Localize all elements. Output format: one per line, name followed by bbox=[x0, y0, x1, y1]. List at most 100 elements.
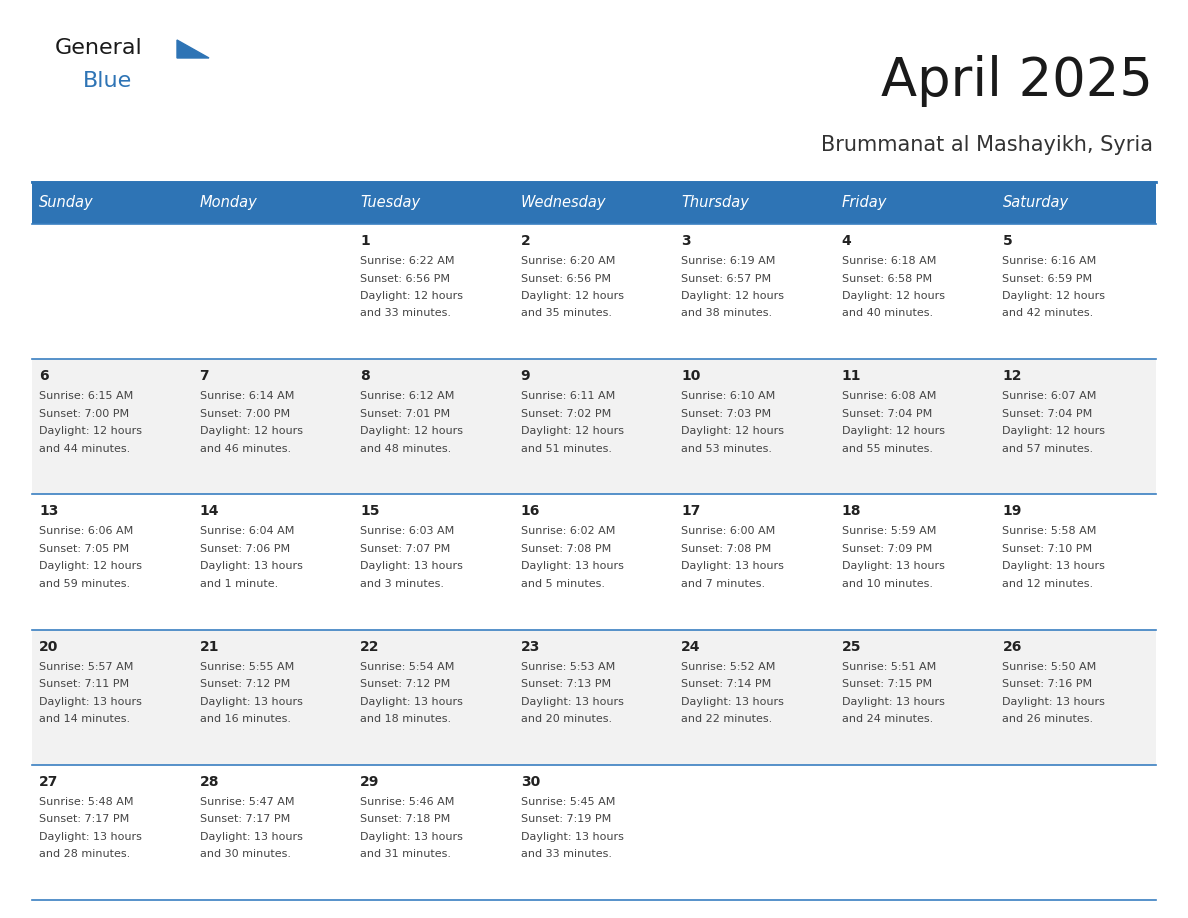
Text: Sunset: 6:57 PM: Sunset: 6:57 PM bbox=[681, 274, 771, 284]
Text: Daylight: 12 hours: Daylight: 12 hours bbox=[1003, 426, 1105, 436]
Text: Sunset: 7:06 PM: Sunset: 7:06 PM bbox=[200, 543, 290, 554]
Text: Sunday: Sunday bbox=[39, 196, 94, 210]
FancyBboxPatch shape bbox=[32, 495, 1156, 630]
Text: Daylight: 13 hours: Daylight: 13 hours bbox=[681, 697, 784, 707]
Text: and 18 minutes.: and 18 minutes. bbox=[360, 714, 451, 724]
Text: Sunset: 7:02 PM: Sunset: 7:02 PM bbox=[520, 409, 611, 419]
Text: 7: 7 bbox=[200, 369, 209, 383]
Text: Daylight: 12 hours: Daylight: 12 hours bbox=[1003, 291, 1105, 301]
Text: 13: 13 bbox=[39, 504, 58, 519]
Text: Sunset: 7:14 PM: Sunset: 7:14 PM bbox=[681, 679, 771, 689]
Text: Daylight: 12 hours: Daylight: 12 hours bbox=[360, 291, 463, 301]
Text: and 35 minutes.: and 35 minutes. bbox=[520, 308, 612, 319]
Text: and 38 minutes.: and 38 minutes. bbox=[681, 308, 772, 319]
Text: Daylight: 13 hours: Daylight: 13 hours bbox=[360, 832, 463, 842]
Text: Sunrise: 5:54 AM: Sunrise: 5:54 AM bbox=[360, 662, 455, 672]
Text: Sunset: 7:00 PM: Sunset: 7:00 PM bbox=[39, 409, 129, 419]
Text: Brummanat al Mashayikh, Syria: Brummanat al Mashayikh, Syria bbox=[821, 135, 1154, 155]
Text: Daylight: 12 hours: Daylight: 12 hours bbox=[842, 291, 944, 301]
Text: Sunrise: 6:06 AM: Sunrise: 6:06 AM bbox=[39, 526, 133, 536]
Text: and 1 minute.: and 1 minute. bbox=[200, 579, 278, 589]
Text: 15: 15 bbox=[360, 504, 380, 519]
Text: Daylight: 13 hours: Daylight: 13 hours bbox=[39, 832, 141, 842]
Text: Sunset: 6:58 PM: Sunset: 6:58 PM bbox=[842, 274, 931, 284]
Text: Daylight: 13 hours: Daylight: 13 hours bbox=[842, 697, 944, 707]
Text: Sunrise: 5:51 AM: Sunrise: 5:51 AM bbox=[842, 662, 936, 672]
Text: Sunset: 7:10 PM: Sunset: 7:10 PM bbox=[1003, 543, 1093, 554]
Text: Sunrise: 6:12 AM: Sunrise: 6:12 AM bbox=[360, 391, 455, 401]
Text: Sunrise: 6:19 AM: Sunrise: 6:19 AM bbox=[681, 256, 776, 266]
Text: Daylight: 12 hours: Daylight: 12 hours bbox=[520, 426, 624, 436]
Text: 30: 30 bbox=[520, 775, 541, 789]
Text: 9: 9 bbox=[520, 369, 530, 383]
Text: Sunset: 6:56 PM: Sunset: 6:56 PM bbox=[360, 274, 450, 284]
Text: Tuesday: Tuesday bbox=[360, 196, 421, 210]
Text: 4: 4 bbox=[842, 234, 852, 248]
Text: Sunset: 7:12 PM: Sunset: 7:12 PM bbox=[200, 679, 290, 689]
Text: 6: 6 bbox=[39, 369, 49, 383]
FancyBboxPatch shape bbox=[32, 224, 1156, 359]
Text: and 33 minutes.: and 33 minutes. bbox=[520, 849, 612, 859]
Text: and 26 minutes.: and 26 minutes. bbox=[1003, 714, 1093, 724]
Text: Sunrise: 5:58 AM: Sunrise: 5:58 AM bbox=[1003, 526, 1097, 536]
Text: and 24 minutes.: and 24 minutes. bbox=[842, 714, 933, 724]
Text: Sunset: 7:01 PM: Sunset: 7:01 PM bbox=[360, 409, 450, 419]
Text: 21: 21 bbox=[200, 640, 219, 654]
Text: and 3 minutes.: and 3 minutes. bbox=[360, 579, 444, 589]
Text: Sunrise: 6:00 AM: Sunrise: 6:00 AM bbox=[681, 526, 776, 536]
Text: Sunrise: 5:47 AM: Sunrise: 5:47 AM bbox=[200, 797, 295, 807]
Text: 2: 2 bbox=[520, 234, 531, 248]
Text: Daylight: 12 hours: Daylight: 12 hours bbox=[681, 291, 784, 301]
Text: and 22 minutes.: and 22 minutes. bbox=[681, 714, 772, 724]
Text: Sunrise: 6:14 AM: Sunrise: 6:14 AM bbox=[200, 391, 293, 401]
Text: Thursday: Thursday bbox=[681, 196, 750, 210]
Text: Daylight: 12 hours: Daylight: 12 hours bbox=[39, 426, 143, 436]
Text: Sunrise: 5:59 AM: Sunrise: 5:59 AM bbox=[842, 526, 936, 536]
Text: Sunset: 6:56 PM: Sunset: 6:56 PM bbox=[520, 274, 611, 284]
Text: Sunset: 7:18 PM: Sunset: 7:18 PM bbox=[360, 814, 450, 824]
Text: Sunset: 7:05 PM: Sunset: 7:05 PM bbox=[39, 543, 129, 554]
Text: Sunset: 7:12 PM: Sunset: 7:12 PM bbox=[360, 679, 450, 689]
Text: 12: 12 bbox=[1003, 369, 1022, 383]
Text: and 53 minutes.: and 53 minutes. bbox=[681, 443, 772, 453]
Text: 10: 10 bbox=[681, 369, 701, 383]
Text: and 20 minutes.: and 20 minutes. bbox=[520, 714, 612, 724]
Text: Sunrise: 6:02 AM: Sunrise: 6:02 AM bbox=[520, 526, 615, 536]
Text: Daylight: 13 hours: Daylight: 13 hours bbox=[520, 697, 624, 707]
Text: Sunrise: 6:22 AM: Sunrise: 6:22 AM bbox=[360, 256, 455, 266]
Text: 25: 25 bbox=[842, 640, 861, 654]
Text: Sunrise: 6:20 AM: Sunrise: 6:20 AM bbox=[520, 256, 615, 266]
Text: and 10 minutes.: and 10 minutes. bbox=[842, 579, 933, 589]
Text: and 12 minutes.: and 12 minutes. bbox=[1003, 579, 1093, 589]
Text: and 55 minutes.: and 55 minutes. bbox=[842, 443, 933, 453]
Text: and 31 minutes.: and 31 minutes. bbox=[360, 849, 451, 859]
Text: Daylight: 13 hours: Daylight: 13 hours bbox=[200, 562, 303, 571]
Text: and 42 minutes.: and 42 minutes. bbox=[1003, 308, 1094, 319]
Text: General: General bbox=[55, 38, 143, 58]
Text: and 30 minutes.: and 30 minutes. bbox=[200, 849, 291, 859]
Text: Sunrise: 6:07 AM: Sunrise: 6:07 AM bbox=[1003, 391, 1097, 401]
Text: 11: 11 bbox=[842, 369, 861, 383]
Text: 19: 19 bbox=[1003, 504, 1022, 519]
Text: and 28 minutes.: and 28 minutes. bbox=[39, 849, 131, 859]
Text: 26: 26 bbox=[1003, 640, 1022, 654]
Text: 29: 29 bbox=[360, 775, 379, 789]
Text: Sunset: 7:17 PM: Sunset: 7:17 PM bbox=[39, 814, 129, 824]
Text: Sunset: 7:08 PM: Sunset: 7:08 PM bbox=[520, 543, 611, 554]
FancyBboxPatch shape bbox=[32, 359, 1156, 495]
Text: Sunrise: 6:11 AM: Sunrise: 6:11 AM bbox=[520, 391, 615, 401]
Text: 24: 24 bbox=[681, 640, 701, 654]
Text: 17: 17 bbox=[681, 504, 701, 519]
Text: Daylight: 13 hours: Daylight: 13 hours bbox=[360, 562, 463, 571]
Text: Daylight: 13 hours: Daylight: 13 hours bbox=[200, 832, 303, 842]
Text: Sunrise: 6:04 AM: Sunrise: 6:04 AM bbox=[200, 526, 293, 536]
Text: Daylight: 12 hours: Daylight: 12 hours bbox=[200, 426, 303, 436]
Text: Sunrise: 6:15 AM: Sunrise: 6:15 AM bbox=[39, 391, 133, 401]
Text: Daylight: 13 hours: Daylight: 13 hours bbox=[39, 697, 141, 707]
Text: Saturday: Saturday bbox=[1003, 196, 1068, 210]
Text: Daylight: 13 hours: Daylight: 13 hours bbox=[681, 562, 784, 571]
Text: Sunset: 7:04 PM: Sunset: 7:04 PM bbox=[1003, 409, 1093, 419]
Text: and 5 minutes.: and 5 minutes. bbox=[520, 579, 605, 589]
Text: Daylight: 12 hours: Daylight: 12 hours bbox=[39, 562, 143, 571]
FancyBboxPatch shape bbox=[32, 765, 1156, 900]
